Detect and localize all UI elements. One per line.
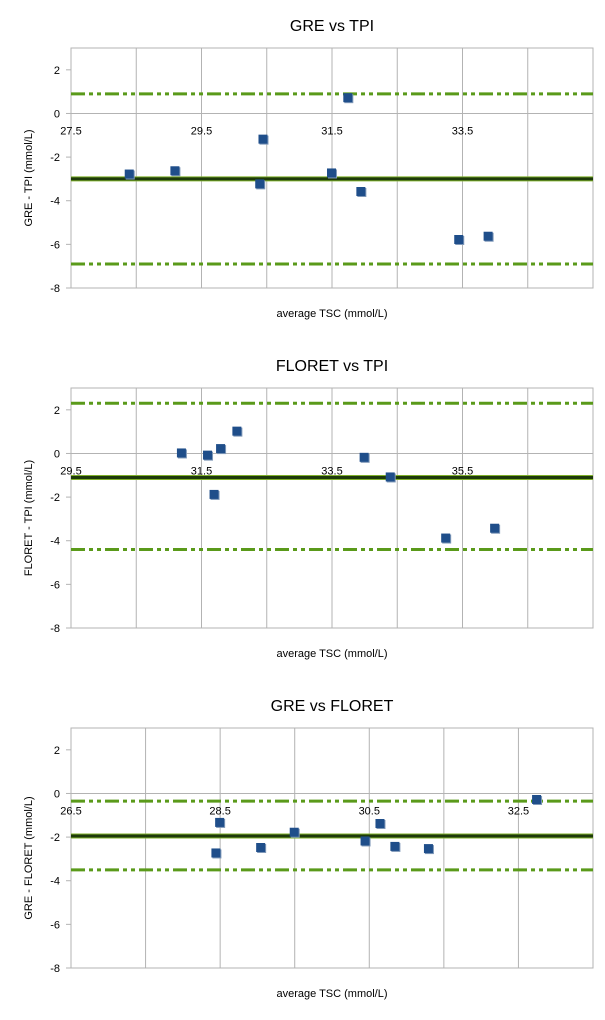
y-axis-label: FLORET - TPI (mmol/L) bbox=[23, 460, 35, 576]
data-point bbox=[375, 819, 385, 828]
chart-panel-1: GRE vs TPI 2 0 -2 -4 -6 -8 27.5 29.5 31.5 33.5 aver… bbox=[23, 18, 594, 320]
x-tick-label: 26.5 bbox=[60, 805, 81, 817]
data-point bbox=[289, 827, 299, 837]
data-point bbox=[356, 187, 366, 196]
data-point bbox=[232, 426, 242, 436]
y-tick-label: -8 bbox=[50, 623, 60, 635]
data-point bbox=[256, 843, 266, 852]
data-point bbox=[385, 472, 395, 482]
y-tick-label: 2 bbox=[54, 65, 60, 77]
x-tick-label: 35.5 bbox=[452, 465, 473, 477]
x-tick-label: 30.5 bbox=[359, 805, 380, 817]
x-axis-label: average TSC (mmol/L) bbox=[276, 988, 387, 1000]
y-tick-label: -6 bbox=[50, 919, 60, 931]
y-tick-label: 0 bbox=[54, 448, 60, 460]
data-point bbox=[203, 450, 213, 460]
chart-title: GRE vs TPI bbox=[290, 18, 374, 35]
data-point bbox=[258, 134, 268, 144]
data-point bbox=[343, 93, 353, 103]
y-tick-label: -4 bbox=[50, 536, 60, 548]
y-tick-label: -2 bbox=[50, 832, 60, 844]
y-tick-label: -2 bbox=[50, 152, 60, 164]
data-point bbox=[215, 817, 225, 827]
x-tick-label: 29.5 bbox=[191, 125, 212, 137]
data-point bbox=[390, 841, 400, 851]
plot-area bbox=[70, 727, 594, 969]
data-point bbox=[490, 523, 500, 533]
data-point bbox=[359, 452, 369, 462]
data-point bbox=[170, 166, 180, 176]
data-point bbox=[483, 231, 493, 241]
y-tick-label: -8 bbox=[50, 283, 60, 295]
x-tick-label: 27.5 bbox=[60, 125, 81, 137]
x-axis-label: average TSC (mmol/L) bbox=[276, 648, 387, 660]
data-point bbox=[454, 235, 464, 244]
y-tick-label: 2 bbox=[54, 405, 60, 417]
data-point bbox=[441, 533, 451, 543]
chart-panel-3: GRE vs FLORET 2 0 -2 -4 -6 -8 26.5 28.5 30.5 32.5 a… bbox=[23, 698, 594, 1000]
data-point bbox=[360, 836, 370, 846]
data-point bbox=[124, 169, 134, 179]
data-point bbox=[255, 179, 265, 189]
chart-panel-2: FLORET vs TPI 2 0 -2 -4 -6 -8 29.5 31.5 33.5 35.5 a… bbox=[23, 358, 594, 660]
y-tick-label: -2 bbox=[50, 492, 60, 504]
y-tick-label: 0 bbox=[54, 788, 60, 800]
y-tick-label: -4 bbox=[50, 196, 60, 208]
x-tick-label: 31.5 bbox=[191, 465, 212, 477]
x-tick-label: 33.5 bbox=[452, 125, 473, 137]
data-point bbox=[176, 448, 186, 458]
data-point bbox=[211, 848, 221, 858]
data-point bbox=[216, 444, 226, 454]
data-point bbox=[532, 795, 542, 804]
x-tick-label: 33.5 bbox=[321, 465, 342, 477]
data-point bbox=[423, 844, 433, 854]
chart-title: GRE vs FLORET bbox=[271, 698, 394, 715]
x-tick-label: 28.5 bbox=[209, 805, 230, 817]
y-tick-label: -6 bbox=[50, 239, 60, 251]
y-tick-label: -8 bbox=[50, 963, 60, 975]
x-tick-label: 31.5 bbox=[321, 125, 342, 137]
y-tick-label: -6 bbox=[50, 579, 60, 591]
x-tick-label: 29.5 bbox=[60, 465, 81, 477]
y-axis-label: GRE - TPI (mmol/L) bbox=[23, 130, 35, 227]
data-point bbox=[209, 489, 219, 499]
y-axis-label: GRE - FLORET (mmol/L) bbox=[23, 796, 35, 919]
y-tick-label: -4 bbox=[50, 876, 60, 888]
x-tick-label: 32.5 bbox=[508, 805, 529, 817]
chart-title: FLORET vs TPI bbox=[276, 358, 388, 375]
x-axis-label: average TSC (mmol/L) bbox=[276, 308, 387, 320]
y-tick-label: 0 bbox=[54, 108, 60, 120]
data-point bbox=[327, 168, 336, 178]
y-tick-label: 2 bbox=[54, 745, 60, 757]
